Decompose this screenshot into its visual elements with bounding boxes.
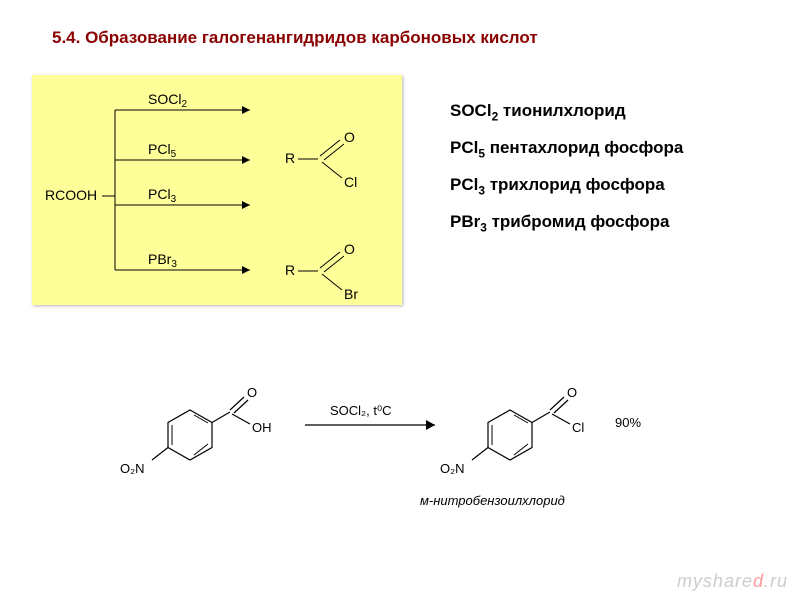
- svg-text:O: O: [344, 129, 355, 145]
- left-molecule: O₂N O OH: [120, 385, 272, 476]
- reagent-formula: PCl5: [450, 138, 485, 157]
- yield-label: 90%: [615, 415, 641, 430]
- scheme2-svg: O₂N O OH SOCl₂, t⁰C O₂N O Cl 90% м-нитро…: [120, 365, 680, 545]
- svg-text:R: R: [285, 150, 295, 166]
- svg-text:O: O: [567, 385, 577, 400]
- product-name: м-нитробензоилхлорид: [420, 493, 565, 508]
- reagent-formula: PBr3: [450, 212, 487, 231]
- arrow1-label: SOCl2: [148, 91, 187, 110]
- svg-text:OH: OH: [252, 420, 272, 435]
- right-molecule: O₂N O Cl: [440, 385, 584, 476]
- reagent-row: PCl5 пентахлорид фосфора: [450, 132, 683, 165]
- svg-text:O₂N: O₂N: [440, 461, 465, 476]
- reagent-list: SOCl2 тионилхлорид PCl5 пентахлорид фосф…: [450, 95, 683, 243]
- svg-text:O₂N: O₂N: [120, 461, 145, 476]
- svg-text:Br: Br: [344, 286, 358, 302]
- watermark: myshared.ru: [677, 571, 788, 592]
- arrow3-label: PCl3: [148, 186, 177, 205]
- product-acyl-chloride: R O Cl: [285, 129, 357, 190]
- reagent-row: PCl3 трихлорид фосфора: [450, 169, 683, 202]
- arrow2-label: PCl5: [148, 141, 177, 160]
- svg-text:Cl: Cl: [344, 174, 357, 190]
- arrow-reagent: SOCl₂, t⁰C: [330, 403, 392, 418]
- reagent-formula: SOCl2: [450, 101, 498, 120]
- arrow4-label: PBr3: [148, 251, 177, 270]
- product-acyl-bromide: R O Br: [285, 241, 358, 302]
- svg-text:Cl: Cl: [572, 420, 584, 435]
- svg-text:R: R: [285, 262, 295, 278]
- svg-text:O: O: [247, 385, 257, 400]
- scheme1-svg: RCOOH SOCl2 PCl5 PCl3 PBr3 R O Cl R O Br: [0, 0, 430, 320]
- svg-text:O: O: [344, 241, 355, 257]
- starting-material: RCOOH: [45, 187, 97, 203]
- reagent-formula: PCl3: [450, 175, 485, 194]
- reagent-row: PBr3 трибромид фосфора: [450, 206, 683, 239]
- reagent-row: SOCl2 тионилхлорид: [450, 95, 683, 128]
